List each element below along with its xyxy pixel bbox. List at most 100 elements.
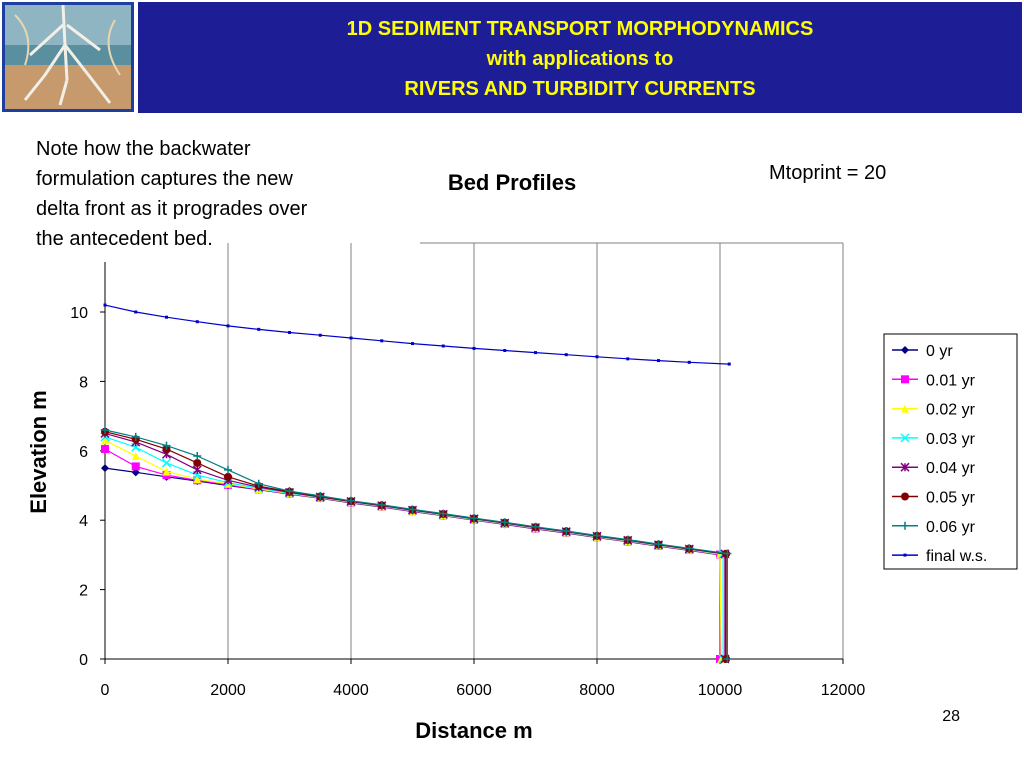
data-point <box>101 464 109 473</box>
note-text: Note how the backwater formulation captu… <box>36 134 406 254</box>
data-point <box>349 336 353 340</box>
data-point <box>593 531 601 540</box>
data-point <box>162 441 171 450</box>
y-tick-label: 6 <box>79 444 88 461</box>
data-point <box>654 540 663 549</box>
data-point <box>380 339 384 343</box>
data-point <box>257 327 261 331</box>
series-line <box>104 304 730 365</box>
data-point <box>316 491 325 500</box>
legend-marker <box>901 404 909 413</box>
y-tick-label: 10 <box>70 305 88 322</box>
data-point <box>657 359 660 363</box>
data-point <box>193 452 202 461</box>
data-point <box>441 344 445 348</box>
data-point <box>224 465 232 474</box>
data-point <box>531 522 540 531</box>
x-tick-label: 2000 <box>210 682 246 699</box>
data-point <box>595 355 599 359</box>
data-point <box>562 526 571 535</box>
legend-marker <box>901 521 909 530</box>
data-point <box>472 346 476 350</box>
series-line <box>104 467 721 659</box>
data-point <box>723 549 732 558</box>
data-point <box>500 518 509 527</box>
y-tick-label: 0 <box>79 652 88 669</box>
mtoprint-label: Mtoprint = 20 <box>769 162 887 184</box>
legend-label: final w.s. <box>926 548 987 565</box>
data-point <box>192 465 202 475</box>
data-point <box>288 330 291 334</box>
x-tick-label: 10000 <box>698 682 743 699</box>
data-point <box>226 324 230 328</box>
data-point <box>134 310 138 314</box>
data-point <box>723 655 732 663</box>
data-point <box>101 445 109 454</box>
legend-marker <box>900 433 910 443</box>
legend-label: 0 yr <box>926 343 953 360</box>
legend-label: 0.06 yr <box>926 519 976 536</box>
note-line: delta front as it progrades over <box>36 198 308 220</box>
data-point <box>224 472 232 481</box>
legend-label: 0.03 yr <box>926 431 976 448</box>
data-point <box>103 303 107 307</box>
y-tick-label: 8 <box>79 374 88 391</box>
title-line-3: RIVERS AND TURBIDITY CURRENTS <box>404 78 756 100</box>
data-point <box>626 357 630 361</box>
data-point <box>470 514 478 523</box>
data-point <box>685 544 694 553</box>
legend-marker <box>900 462 910 472</box>
chart-title: Bed Profiles <box>448 170 576 195</box>
data-point <box>623 535 632 544</box>
slide-header: 1D SEDIMENT TRANSPORT MORPHODYNAMICS wit… <box>0 0 1024 115</box>
data-point <box>101 436 109 445</box>
data-point <box>439 509 448 518</box>
data-point <box>687 360 691 364</box>
series-line <box>104 429 729 659</box>
data-point <box>534 351 537 355</box>
y-tick-label: 2 <box>79 583 88 600</box>
x-tick-label: 6000 <box>456 682 492 699</box>
data-point <box>131 462 140 471</box>
data-point <box>318 333 322 337</box>
data-point <box>411 342 414 346</box>
note-line: formulation captures the new <box>36 168 293 190</box>
title-line-2: with applications to <box>486 48 674 70</box>
data-point <box>101 425 109 434</box>
legend-marker <box>901 492 909 501</box>
legend-marker <box>901 346 909 354</box>
x-tick-label: 8000 <box>579 682 615 699</box>
legend-label: 0.02 yr <box>926 402 976 419</box>
x-tick-label: 4000 <box>333 682 369 699</box>
legend-label: 0.05 yr <box>926 490 976 507</box>
delta-logo-image <box>2 2 134 112</box>
data-point <box>193 458 202 467</box>
legend-box <box>883 333 1018 570</box>
data-point <box>165 315 168 319</box>
x-tick-label: 0 <box>101 682 110 699</box>
data-point <box>377 500 386 509</box>
note-line: Note how the backwater <box>36 138 251 160</box>
x-axis-label: Distance m <box>415 718 532 743</box>
note-line: the antecedent bed. <box>36 228 213 250</box>
y-tick-label: 4 <box>79 513 88 530</box>
data-point <box>254 479 263 488</box>
y-axis-label: Elevation m <box>26 390 51 513</box>
legend: 0 yr 0.01 yr 0.02 yr 0.03 yr 0.04 yr 0.05 yr 0… <box>883 333 1018 570</box>
title-band <box>138 2 1022 113</box>
data-point <box>195 320 199 324</box>
data-point <box>131 452 140 461</box>
title-line-1: 1D SEDIMENT TRANSPORT MORPHODYNAMICS <box>346 18 814 40</box>
data-point <box>193 475 202 484</box>
data-point <box>347 496 355 505</box>
data-point <box>285 487 294 496</box>
data-point <box>727 362 731 366</box>
legend-marker <box>903 553 907 557</box>
data-point <box>408 505 417 514</box>
legend-marker <box>901 375 909 384</box>
plot-area: 0 2000 4000 6000 8000 10000 12000 0 2 4 6 8 10 <box>70 242 866 699</box>
legend-label: 0.04 yr <box>926 460 976 477</box>
data-point <box>131 432 140 441</box>
x-tick-label: 12000 <box>821 682 866 699</box>
